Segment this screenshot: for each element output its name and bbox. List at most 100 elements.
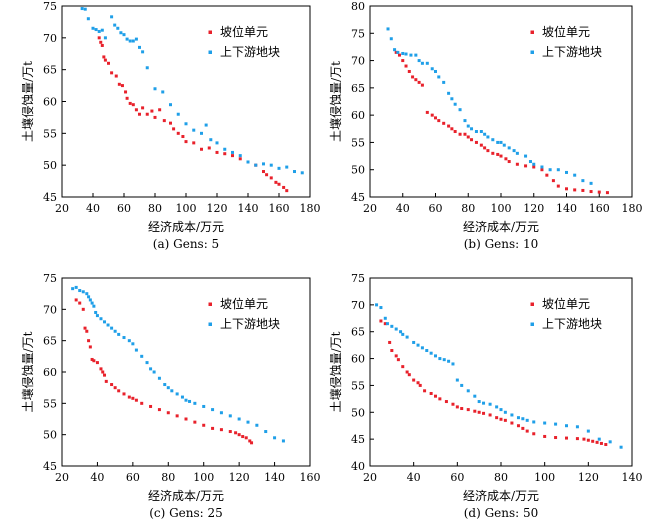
panel-caption: (d) Gens: 50 [464,506,539,520]
chart-panel-3: 20 40 60 80 100 120 140 160 45 50 55 60 65 70 75 经济成本/万… [20,272,321,520]
data-point [414,53,418,57]
data-point [425,349,429,353]
data-point [166,386,170,390]
data-point [248,439,252,443]
data-point [97,36,101,40]
data-point [184,122,188,126]
data-point [463,132,467,136]
data-point [389,37,393,41]
data-point [407,373,411,377]
data-point [99,317,103,321]
data-point [548,168,552,172]
data-point [515,162,519,166]
data-point [383,316,387,320]
data-point [434,394,437,398]
data-point [170,389,174,393]
data-point [97,29,101,33]
x-tick-label: 120 [207,202,228,215]
data-point [595,440,599,444]
y-tick-label: 70 [43,303,57,316]
x-tick-label: 120 [523,202,544,215]
series-slope-units [394,50,609,195]
data-point [390,324,394,328]
x-tick-label: 100 [491,202,512,215]
data-point [71,287,75,291]
data-point [405,370,409,374]
x-tick-label: 20 [55,471,69,484]
data-point [104,379,108,383]
data-point [117,389,121,393]
data-point [94,310,98,314]
data-point [193,401,197,405]
data-point [85,329,89,333]
data-point [575,437,579,441]
legend-marker [530,322,534,326]
data-point [140,354,144,358]
data-point [458,132,462,136]
data-point [474,130,478,134]
x-tick-label: 140 [264,471,285,484]
data-point [554,436,558,440]
data-point [204,123,208,127]
data-point [430,113,434,117]
data-point [458,108,462,112]
y-tick-label: 60 [43,366,57,379]
data-point [188,399,192,403]
data-point [479,143,483,147]
data-point [88,298,92,302]
data-point [383,322,387,326]
plot-frame [369,5,633,198]
data-point [451,362,455,366]
data-point [145,66,149,70]
data-point [110,383,114,387]
data-point [262,162,265,166]
data-point [120,84,124,88]
data-point [495,416,499,420]
data-point [107,61,110,65]
series-upstream-downstream-plots [386,27,593,185]
data-point [78,289,82,293]
data-point [394,354,398,358]
y-tick-label: 45 [351,433,365,446]
legend-marker [208,302,212,306]
data-point [581,179,585,183]
chart-panel-4: 20 40 60 80 100 120 1404045505560657075经济成本/万元… [328,272,643,520]
data-point [300,171,304,175]
data-point [565,424,568,428]
data-point [504,157,508,161]
data-point [483,132,487,136]
data-point [254,163,258,167]
data-point [414,78,418,82]
data-point [510,421,514,425]
data-point [483,146,487,150]
data-point [262,170,265,174]
data-point [507,160,511,164]
y-axis-label: 土壤侵蚀量/万t [328,61,343,142]
data-point [223,152,227,156]
data-point [158,108,162,112]
y-axis-label: 土壤侵蚀量/万t [20,61,35,142]
data-point [463,119,467,123]
data-point [388,340,392,344]
y-tick-label: 60 [351,109,365,122]
data-point [103,320,107,324]
data-point [551,179,555,183]
x-tick-label: 80 [161,471,175,484]
data-point [238,157,242,161]
data-point [134,348,138,352]
y-tick-label: 60 [351,353,365,366]
data-point [162,119,166,123]
data-point [486,135,490,139]
data-point [103,36,107,40]
data-point [83,326,87,330]
y-tick-label: 70 [43,32,57,45]
y-tick-label: 80 [351,0,365,13]
data-point [379,319,383,323]
data-point [573,188,577,192]
data-point [181,135,185,139]
x-tick-label: 60 [429,202,443,215]
data-point [237,433,241,437]
data-point [451,402,455,406]
data-point [200,131,203,135]
